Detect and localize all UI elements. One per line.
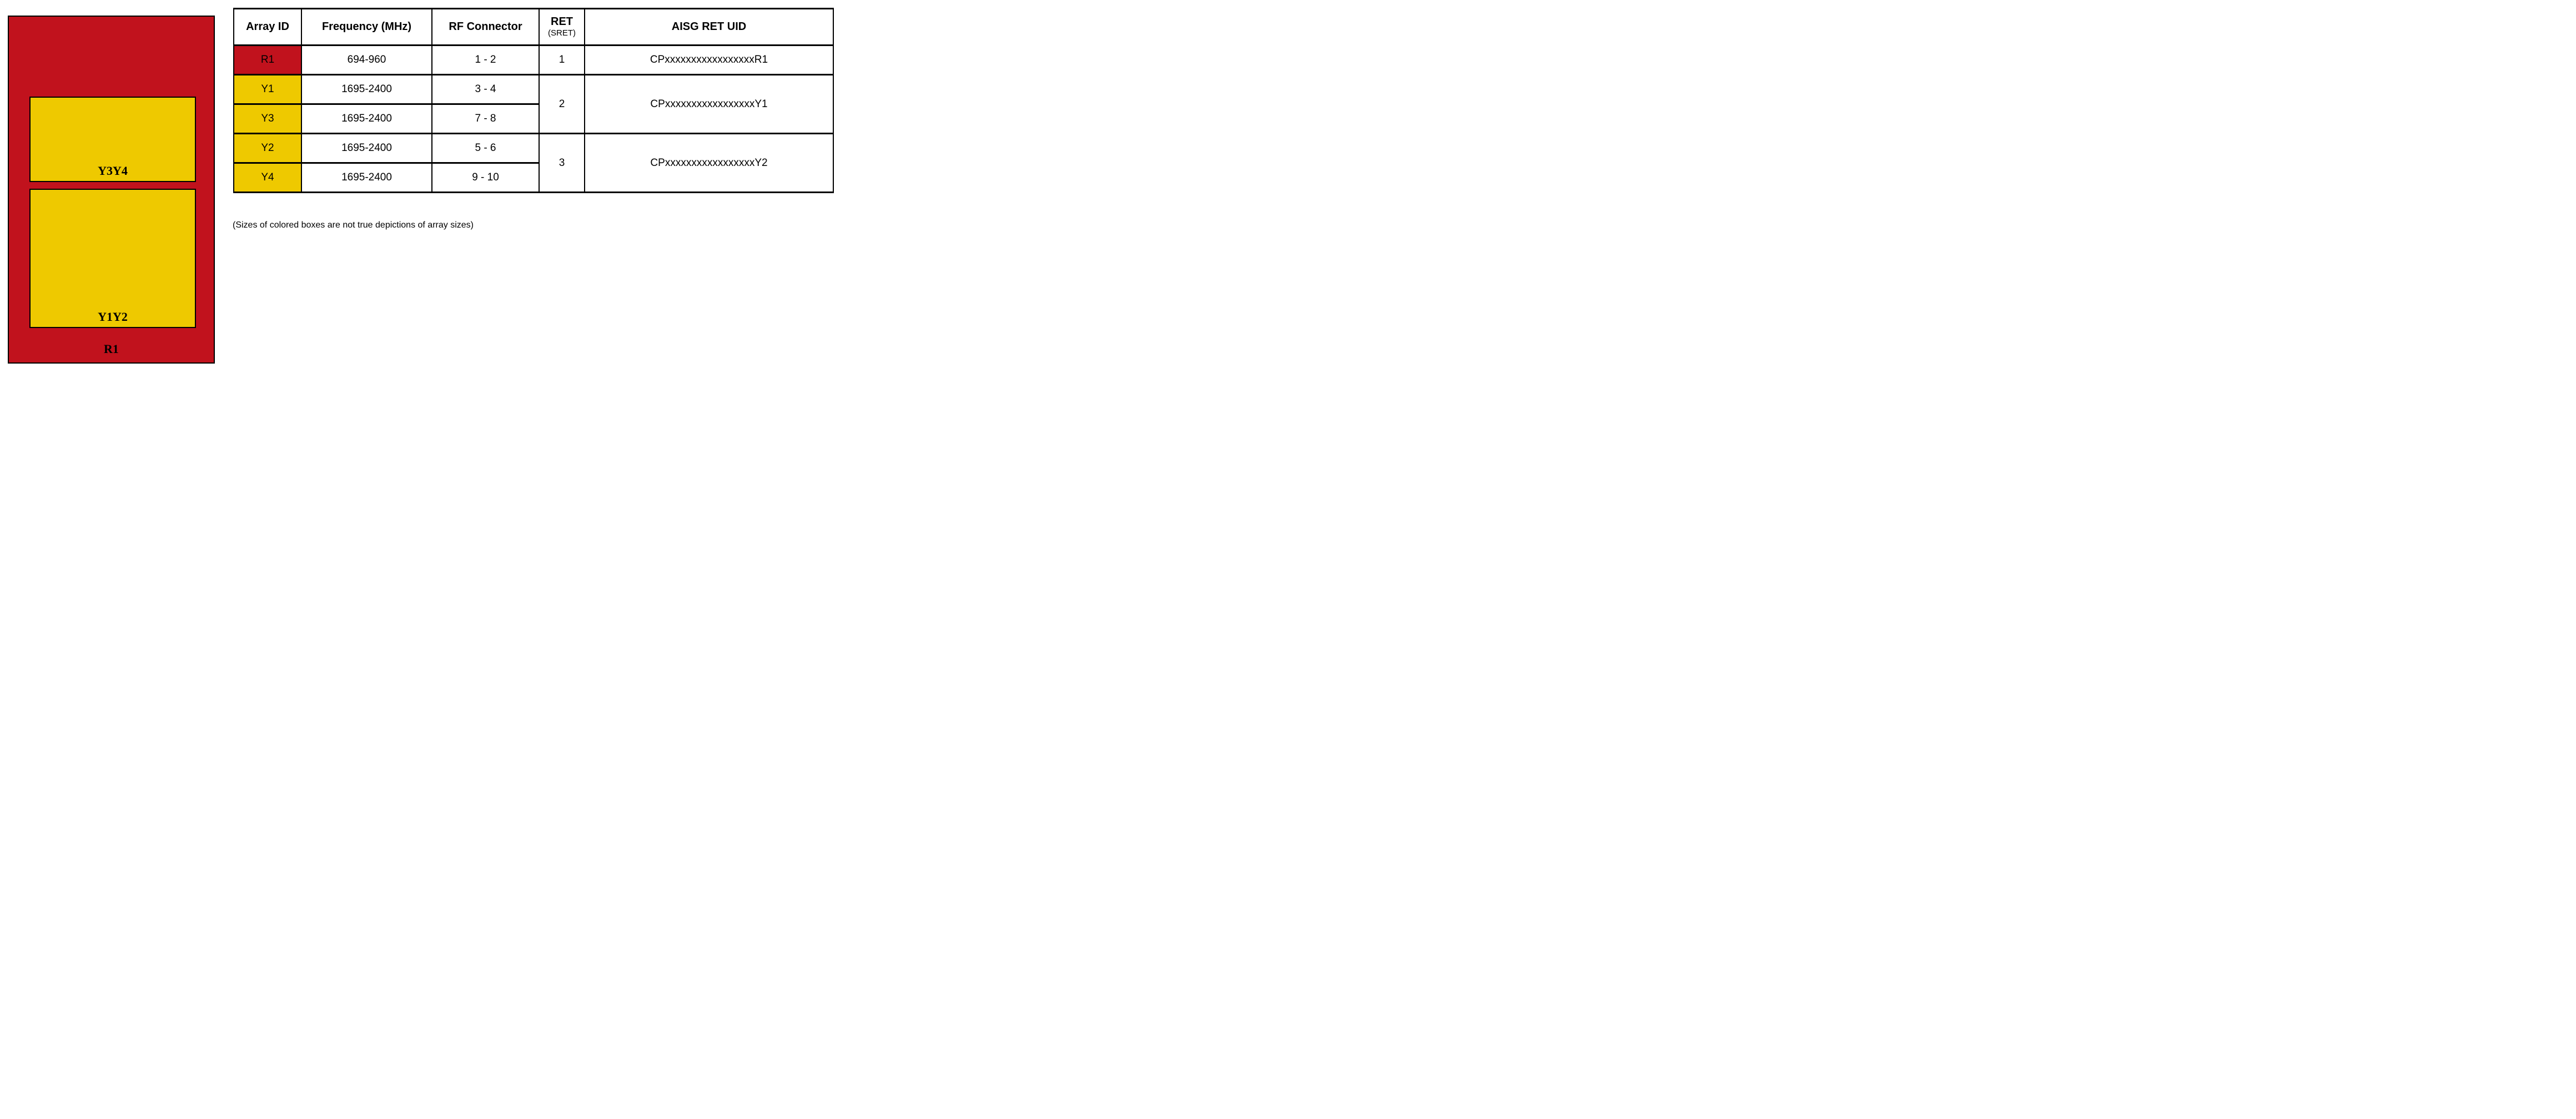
frequency-cell-y1: 1695-2400: [301, 74, 432, 105]
header-ret-main: RET: [551, 16, 573, 28]
array-id-cell-y3: Y3: [233, 103, 302, 134]
rf-connector-cell-y2: 5 - 6: [431, 133, 540, 164]
ret-cell-group3: 3: [539, 133, 585, 193]
size-disclaimer-note: (Sizes of colored boxes are not true dep…: [233, 220, 474, 230]
header-frequency: Frequency (MHz): [301, 8, 432, 46]
rf-connector-cell-r1: 1 - 2: [431, 44, 540, 75]
table-row-y4: Y4 1695-2400 9 - 10: [233, 162, 833, 193]
table-row-r1: R1 694-960 1 - 2 1 CPxxxxxxxxxxxxxxxxxR1: [233, 44, 834, 75]
array-box-y1y2: Y1Y2: [29, 189, 196, 328]
ret-cell-group1: 1: [539, 44, 585, 75]
table-row-y3: Y3 1695-2400 7 - 8: [233, 103, 833, 134]
array-box-label-y1y2: Y1Y2: [98, 310, 128, 324]
frequency-cell-y3: 1695-2400: [301, 103, 432, 134]
uid-cell-group3: CPxxxxxxxxxxxxxxxxxY2: [584, 133, 834, 193]
antenna-panel-diagram: Y3Y4 Y1Y2 R1: [8, 16, 215, 364]
array-box-label-y3y4: Y3Y4: [98, 164, 128, 178]
frequency-cell-r1: 694-960: [301, 44, 432, 75]
frequency-cell-y2: 1695-2400: [301, 133, 432, 164]
array-box-y3y4: Y3Y4: [29, 97, 196, 182]
array-id-cell-y1: Y1: [233, 74, 302, 105]
frequency-cell-y4: 1695-2400: [301, 162, 432, 193]
table-row-y1: Y1 1695-2400 3 - 4 2 CPxxxxxxxxxxxxxxxxx…: [233, 74, 834, 134]
uid-cell-group2: CPxxxxxxxxxxxxxxxxxY1: [584, 74, 834, 134]
table-row-y2: Y2 1695-2400 5 - 6 3 CPxxxxxxxxxxxxxxxxx…: [233, 133, 834, 193]
antenna-panel-label-r1: R1: [104, 342, 119, 356]
header-ret: RET (SRET): [539, 8, 585, 46]
array-id-cell-y4: Y4: [233, 162, 302, 193]
header-array-id: Array ID: [233, 8, 302, 46]
array-id-cell-r1: R1: [233, 44, 302, 75]
rf-connector-cell-y3: 7 - 8: [431, 103, 540, 134]
port-mapping-table: Array ID Frequency (MHz) RF Connector RE…: [233, 8, 834, 193]
rf-connector-cell-y1: 3 - 4: [431, 74, 540, 105]
array-id-cell-y2: Y2: [233, 133, 302, 164]
header-ret-sub: (SRET): [548, 28, 576, 38]
header-row: Array ID Frequency (MHz) RF Connector RE…: [233, 8, 834, 46]
rf-connector-cell-y4: 9 - 10: [431, 162, 540, 193]
ret-cell-group2: 2: [539, 74, 585, 134]
uid-cell-group1: CPxxxxxxxxxxxxxxxxxR1: [584, 44, 834, 75]
header-aisg-ret-uid: AISG RET UID: [584, 8, 834, 46]
page-canvas: Y3Y4 Y1Y2 R1 Array ID Frequency (MHz) RF…: [0, 0, 859, 373]
header-rf-connector: RF Connector: [431, 8, 540, 46]
